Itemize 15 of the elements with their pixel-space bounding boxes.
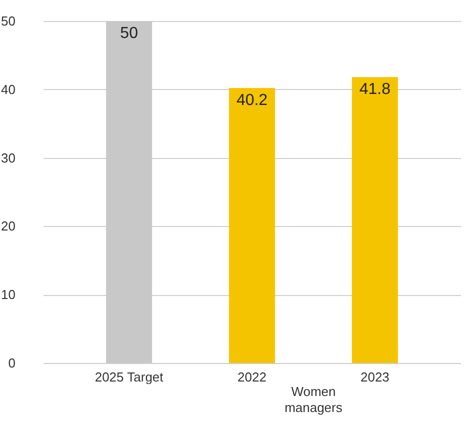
data-label: 41.8 (359, 81, 391, 98)
data-label: 40.2 (236, 92, 268, 110)
bar (229, 88, 275, 363)
x-tick-label: 2022 (238, 370, 266, 384)
x-tick-label: 2023 (360, 370, 390, 384)
y-tick-label: 10 (1, 287, 16, 302)
y-tick-label: 30 (1, 150, 16, 166)
data-label: 50 (120, 25, 138, 42)
bar (352, 77, 398, 363)
text: Women managers (284, 384, 344, 416)
y-tick-label: 40 (1, 82, 16, 97)
y-tick-label: 20 (1, 218, 16, 234)
y-tick-label: 50 (1, 14, 16, 28)
x-tick-label: 2025 Target (94, 370, 164, 384)
y-tick-label: 0 (8, 356, 16, 370)
